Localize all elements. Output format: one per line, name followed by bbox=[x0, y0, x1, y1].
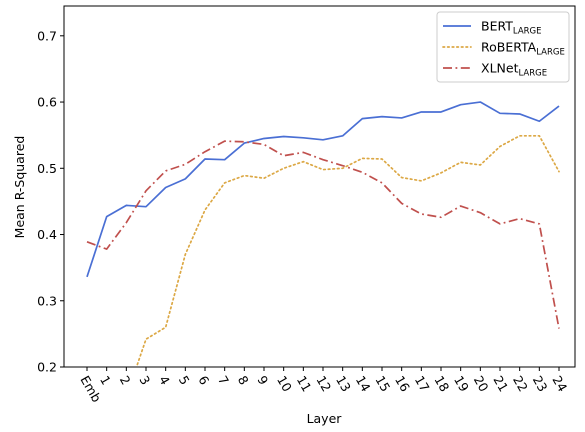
x-tick-label: 24 bbox=[549, 373, 570, 394]
y-tick-label: 0.4 bbox=[37, 227, 57, 242]
y-tick-label: 0.2 bbox=[37, 360, 57, 375]
legend-label-roberta: RoBERTALARGE bbox=[481, 40, 565, 58]
legend-frame bbox=[436, 11, 570, 83]
series-layer bbox=[86, 101, 560, 367]
x-tick-label: 17 bbox=[412, 373, 433, 394]
x-tick-label: 7 bbox=[215, 373, 232, 387]
x-tick-label: 15 bbox=[372, 373, 393, 394]
x-tick-label: 9 bbox=[254, 373, 271, 387]
plot-frame bbox=[63, 5, 576, 368]
x-tick-label: 18 bbox=[431, 373, 452, 394]
legend: BERTLARGE RoBERTALARGE XLNetLARGE bbox=[436, 11, 570, 83]
x-tick-label: 10 bbox=[274, 373, 295, 394]
x-tick-label: 22 bbox=[510, 373, 531, 394]
y-tick-label: 0.7 bbox=[37, 28, 57, 43]
y-tick-label: 0.6 bbox=[37, 95, 57, 110]
x-tick-label: 13 bbox=[333, 373, 354, 394]
x-tick-label: 4 bbox=[156, 373, 173, 387]
x-tick-label: 16 bbox=[392, 373, 413, 394]
legend-label-bert: BERTLARGE bbox=[481, 19, 542, 37]
y-tick-label: 0.3 bbox=[37, 293, 57, 308]
y-tick-label: 0.5 bbox=[37, 161, 57, 176]
x-axis-title: Layer bbox=[307, 411, 343, 426]
legend-label-xlnet: XLNetLARGE bbox=[481, 61, 547, 79]
series-line-roberta bbox=[135, 134, 560, 367]
x-tick-label: 3 bbox=[136, 373, 153, 387]
x-tick-label: 23 bbox=[530, 373, 551, 394]
x-tick-label: 1 bbox=[97, 373, 114, 387]
x-tick-label: 11 bbox=[294, 373, 315, 394]
x-tick-label: 19 bbox=[451, 373, 472, 394]
x-tick-label: 8 bbox=[235, 373, 252, 387]
x-tick-label: 6 bbox=[195, 373, 212, 387]
x-tick-label: 20 bbox=[471, 373, 492, 394]
x-tick-label: 2 bbox=[117, 373, 134, 387]
y-axis: 0.2 0.3 0.4 0.5 0.6 0.7 bbox=[37, 28, 64, 375]
series-line-xlnet bbox=[86, 140, 560, 329]
x-tick-label: 5 bbox=[176, 373, 193, 387]
x-tick-label: 12 bbox=[313, 373, 334, 394]
x-tick-label: 21 bbox=[490, 373, 511, 394]
x-tick-label: 14 bbox=[353, 373, 374, 394]
series-line-bert bbox=[86, 101, 560, 278]
y-axis-title: Mean R-Squared bbox=[12, 136, 27, 239]
